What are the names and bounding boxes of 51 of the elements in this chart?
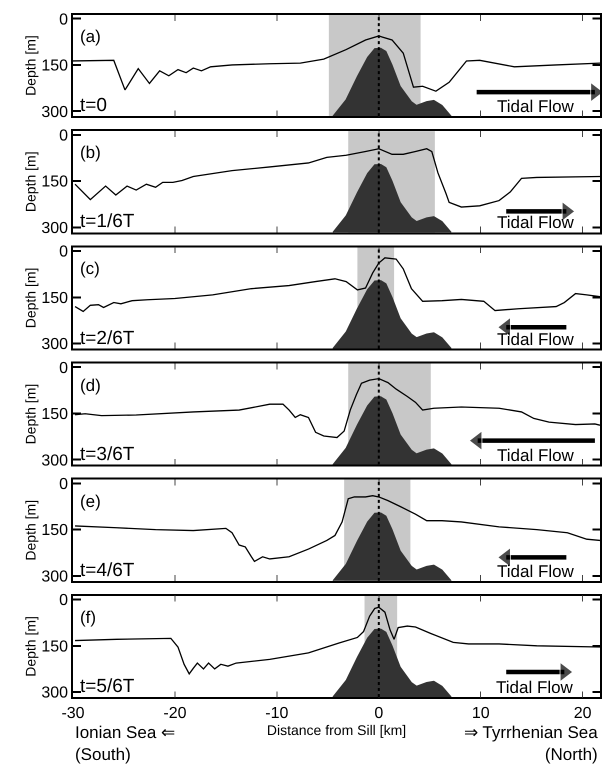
annotation: Tidal Flow [497,562,575,581]
annotation: t=5/6T [80,676,135,697]
x-tick-label: 20 [574,704,592,722]
y-tick-label: 300 [41,568,68,586]
y-tick-label: 300 [41,684,68,702]
y-tick-label: 150 [41,290,68,307]
y-tick-label: 0 [59,476,68,493]
annotation: t=2/6T [80,328,135,349]
annotation: t=1/6T [80,211,135,232]
y-axis-title: Depth [m] [22,268,38,328]
annotation: (b) [80,143,101,162]
annotation: t=0 [80,95,107,116]
text: ⇒ Tyrrhenian Sea (North) [464,723,598,764]
y-axis-title: Depth [m] [22,35,38,96]
y-tick-label: 300 [41,220,68,237]
y-axis-title: Depth [m] [22,151,38,212]
y-tick-label: 150 [41,522,68,540]
annotation: (f) [80,608,96,627]
annotation: Tidal Flow [496,678,574,697]
annotation: (d) [80,376,101,395]
y-tick-label: 150 [41,174,68,191]
annotation: (e) [80,492,101,511]
annotation: Tidal Flow [497,97,575,116]
annotation: Tidal Flow [497,330,575,349]
x-tick-label: 10 [472,704,490,722]
y-tick-label: 0 [59,360,68,377]
x-tick-label: -30 [61,704,85,722]
y-axis-title: Depth [m] [22,384,38,444]
annotation: Tidal Flow [497,446,575,465]
y-tick-label: 150 [41,638,68,656]
x-axis-title: Distance from Sill [km] [266,722,406,738]
y-tick-label: 0 [59,244,68,261]
y-tick-label: 0 [59,127,68,144]
y-tick-label: 150 [41,58,68,75]
x-tick-label: -20 [163,704,187,722]
annotation: (c) [80,259,100,278]
x-tick-label: 0 [374,704,384,722]
annotation: t=3/6T [80,444,135,465]
annotation: t=4/6T [80,560,135,581]
annotation: (a) [80,27,101,46]
annotation: Tidal Flow [497,213,575,232]
text: Ionian Sea ⇐ (South) [75,723,176,764]
y-tick-label: 300 [41,336,68,354]
x-tick-label: -10 [265,704,289,722]
y-tick-label: 300 [41,104,68,121]
y-tick-label: 0 [59,592,68,610]
y-tick-label: 0 [59,11,68,28]
y-axis-title: Depth [m] [22,500,38,561]
y-axis-title: Depth [m] [22,616,38,677]
y-tick-label: 300 [41,452,68,470]
y-tick-label: 150 [41,406,68,424]
